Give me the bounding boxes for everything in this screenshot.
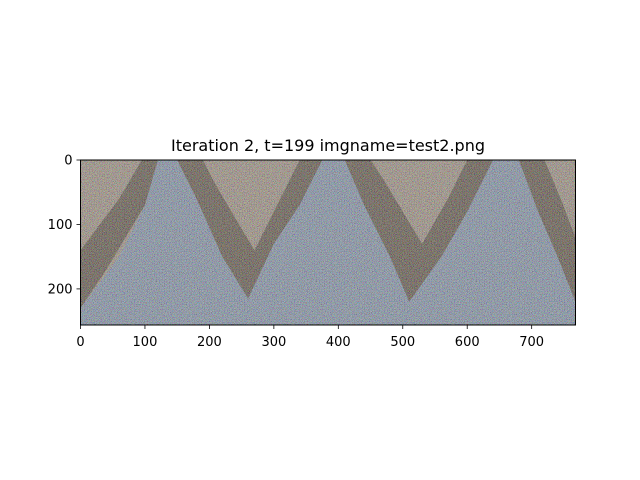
y-tick-label: 200 <box>48 282 73 297</box>
noise-overlay <box>80 160 576 325</box>
chart-title: Iteration 2, t=199 imgname=test2.png <box>171 136 485 155</box>
x-tick-label: 600 <box>455 335 480 350</box>
y-axis: 0 100 200 <box>48 154 81 297</box>
x-tick-label: 500 <box>390 335 415 350</box>
y-tick-label: 0 <box>64 154 72 169</box>
y-tick-label: 100 <box>48 218 73 233</box>
x-tick-label: 700 <box>519 335 544 350</box>
x-axis: 0 100 200 300 400 500 600 700 <box>76 325 544 350</box>
x-tick-label: 200 <box>197 335 222 350</box>
x-tick-label: 0 <box>76 335 84 350</box>
axes-frame <box>80 159 576 326</box>
x-tick-label: 300 <box>261 335 286 350</box>
x-tick-label: 400 <box>326 335 351 350</box>
noisy-image <box>80 160 576 325</box>
x-tick-label: 100 <box>133 335 158 350</box>
